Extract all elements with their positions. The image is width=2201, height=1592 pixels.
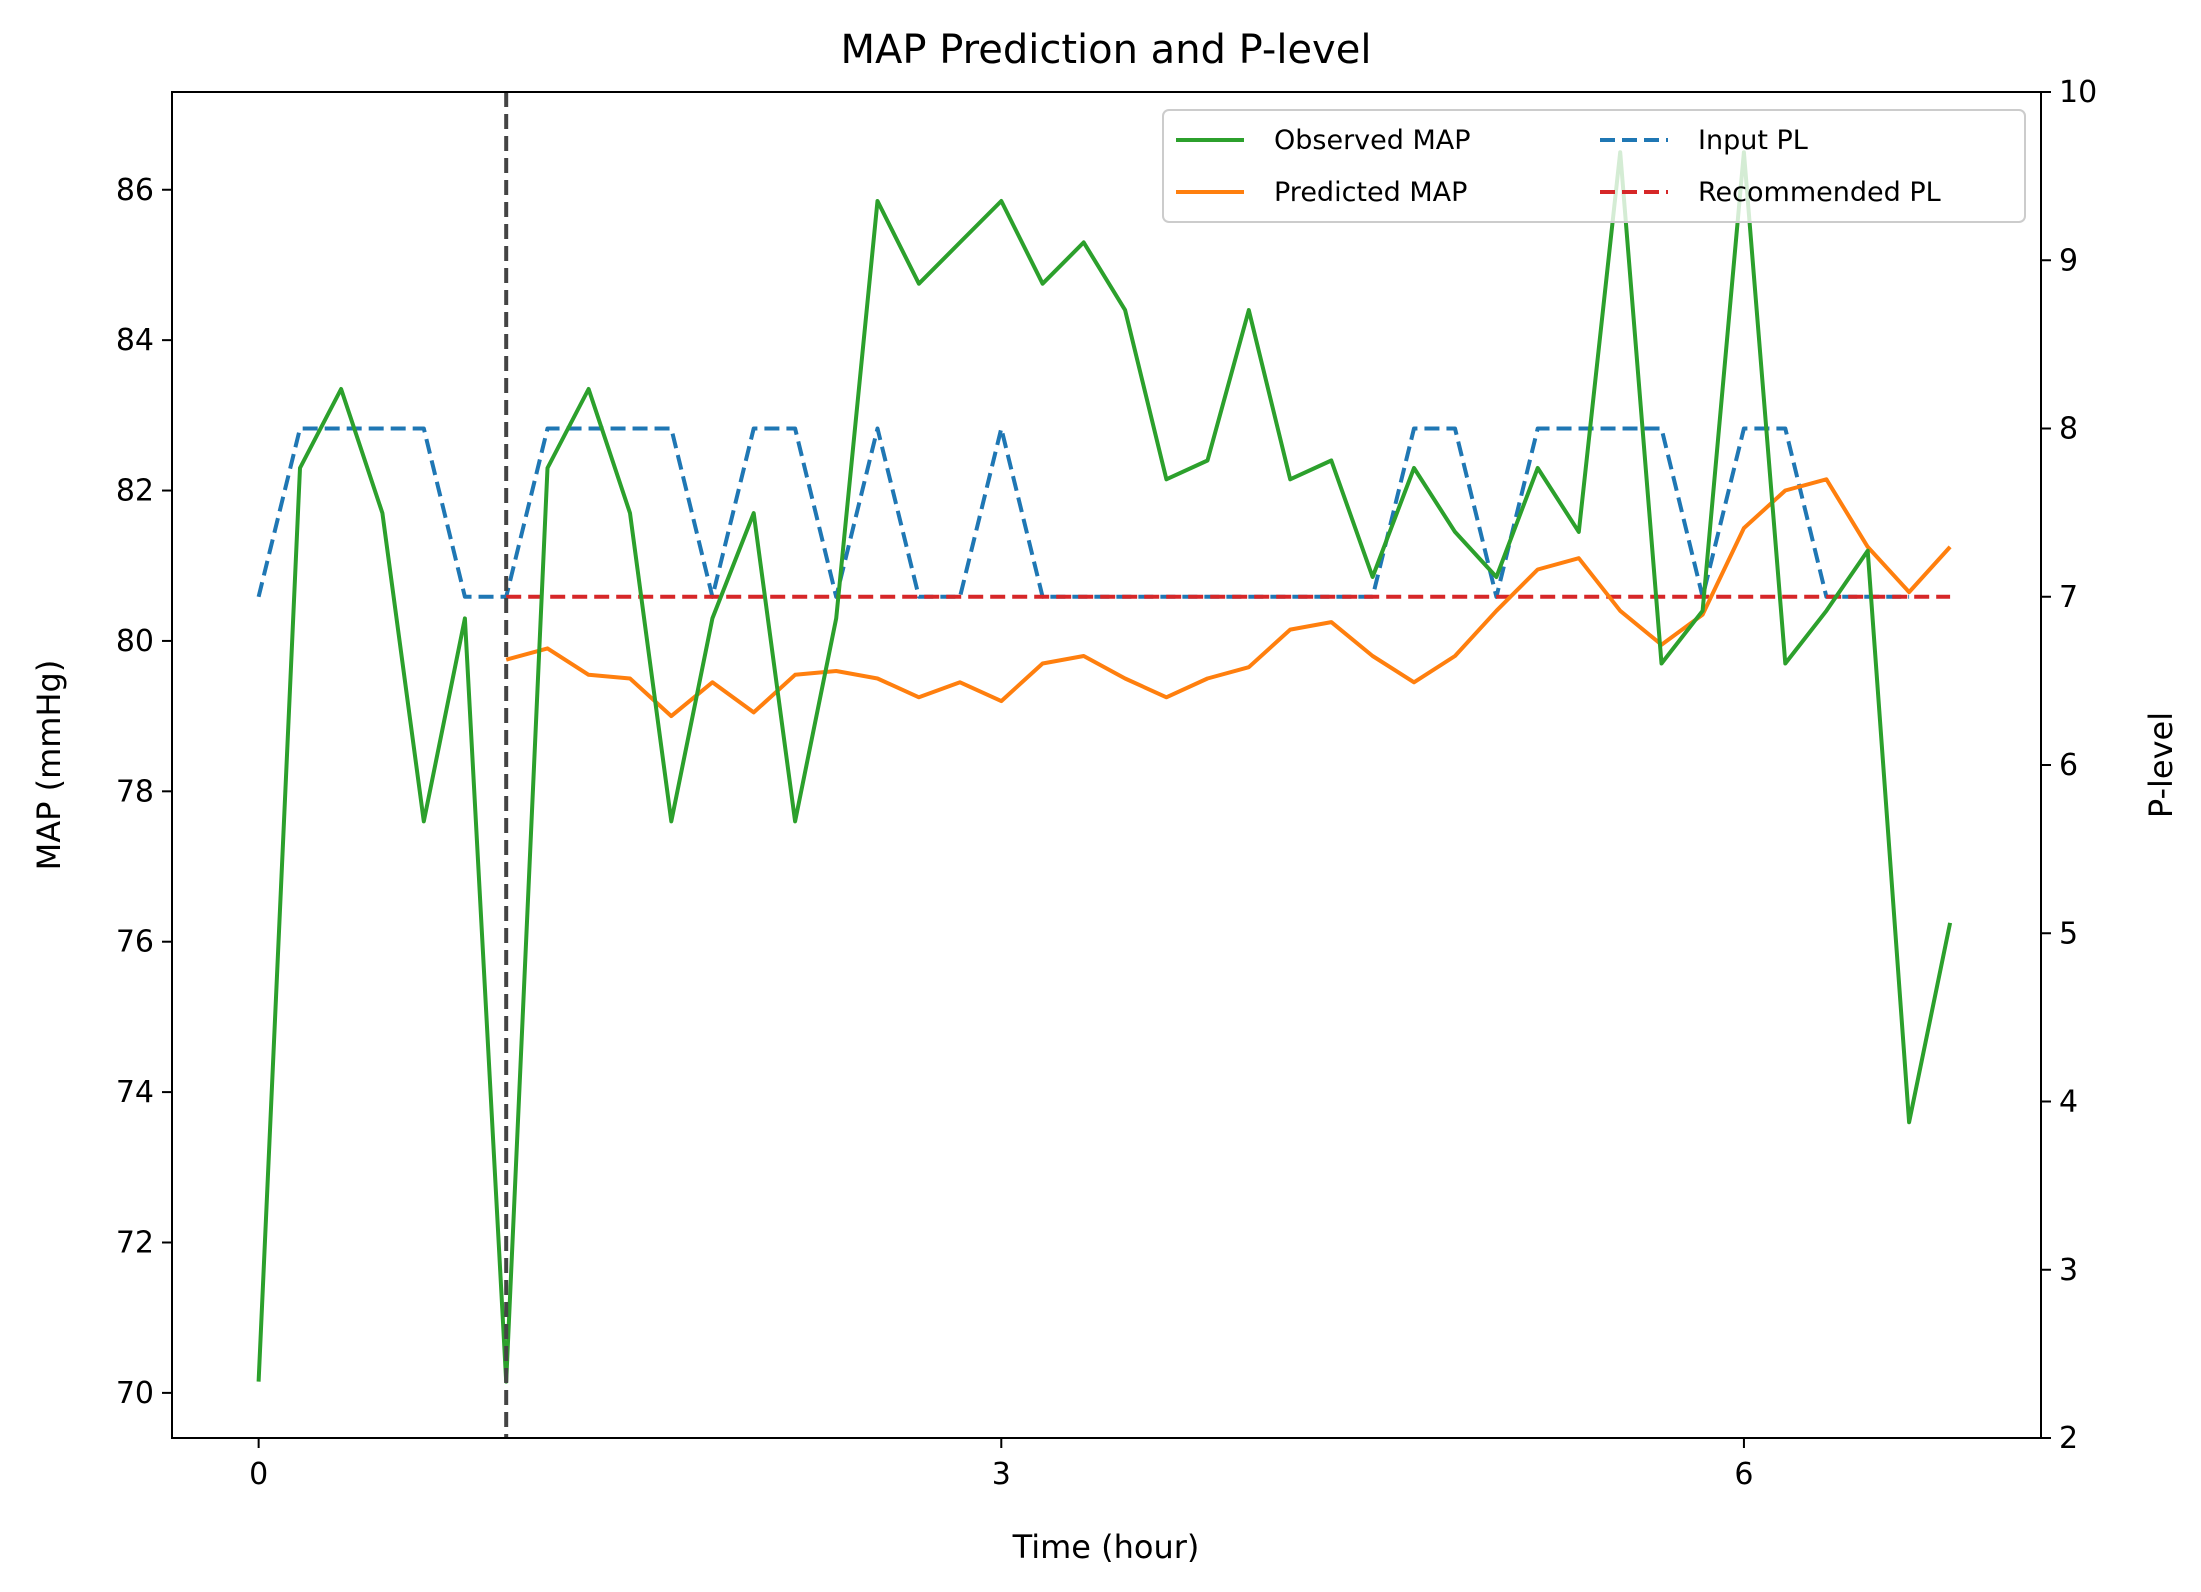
y-tick-label: 78 [116, 774, 154, 809]
y2-tick-label: 10 [2059, 75, 2097, 110]
y2-tick-label: 8 [2059, 412, 2078, 447]
legend-label-recommended-pl: Recommended PL [1698, 177, 1941, 208]
y2-tick-label: 4 [2059, 1085, 2078, 1120]
y2-tick-label: 9 [2059, 243, 2078, 278]
y-tick-label: 72 [116, 1225, 154, 1260]
legend-label-predicted-map: Predicted MAP [1274, 177, 1467, 208]
y2-tick-label: 7 [2059, 580, 2078, 615]
x-tick-label: 0 [249, 1457, 268, 1492]
x-axis-label: Time (hour) [1012, 1528, 1200, 1566]
series-layer [256, 150, 1953, 1384]
y-axis-label: MAP (mmHg) [30, 660, 68, 871]
y-tick-label: 80 [116, 624, 154, 659]
x-ticks: 0 3 6 [249, 1438, 1753, 1492]
y-tick-label: 76 [116, 925, 154, 960]
y-tick-label: 86 [116, 173, 154, 208]
y2-tick-label: 6 [2059, 748, 2078, 783]
chart-title: MAP Prediction and P-level [841, 27, 1372, 73]
y-ticks: 70 72 74 76 78 80 82 84 86 [116, 173, 172, 1411]
y-tick-label: 84 [116, 323, 154, 358]
y2-ticks: 2 3 4 5 6 7 8 9 10 [2041, 75, 2097, 1456]
y-tick-label: 70 [116, 1376, 154, 1411]
legend-box [1162, 109, 2026, 223]
y2-tick-label: 2 [2059, 1421, 2078, 1456]
series-line-predicted-map [505, 477, 1952, 719]
y2-axis-label: P-level [2142, 712, 2180, 818]
legend-label-observed-map: Observed MAP [1274, 125, 1471, 156]
x-tick-label: 6 [1734, 1457, 1753, 1492]
x-tick-label: 3 [992, 1457, 1011, 1492]
y-tick-label: 74 [116, 1075, 154, 1110]
y2-tick-label: 3 [2059, 1253, 2078, 1288]
y-tick-label: 82 [116, 474, 154, 509]
y2-tick-label: 5 [2059, 916, 2078, 951]
legend-label-input-pl: Input PL [1698, 125, 1808, 156]
series-line-observed-map [256, 150, 1953, 1384]
legend: Observed MAP Predicted MAP Input PL Recomme… [1162, 109, 2026, 223]
